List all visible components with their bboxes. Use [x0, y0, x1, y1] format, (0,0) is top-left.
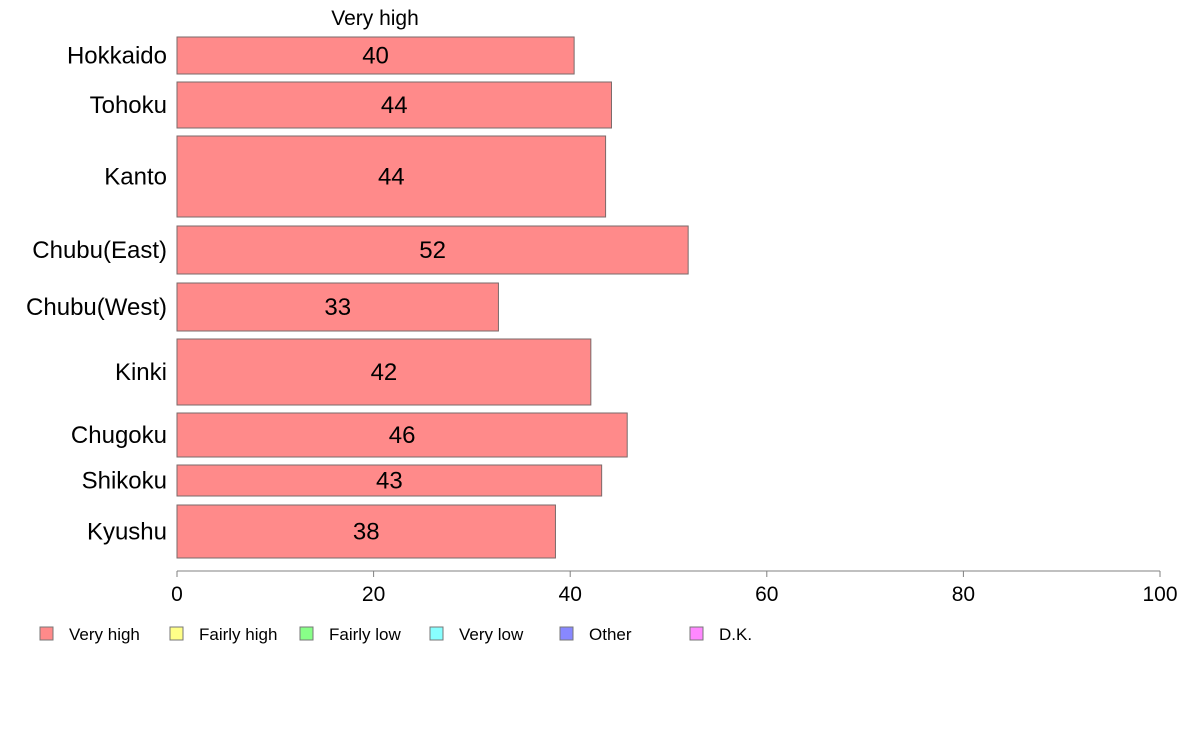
data-label-very-high-kyushu: 38	[353, 519, 380, 546]
x-tick-label: 60	[755, 583, 778, 606]
x-tick-label: 0	[171, 583, 183, 606]
legend-swatch-fairly-low	[299, 626, 314, 641]
legend-label-other: Other	[589, 625, 632, 644]
legend-swatch-fairly-high	[169, 626, 184, 641]
y-tick-label-shikoku: Shikoku	[82, 468, 167, 495]
x-tick-label: 40	[559, 583, 582, 606]
legend: Very high Fairly high Fairly low Very low Ot…	[39, 625, 752, 644]
x-axis: 0 20 40 60 80 100	[171, 570, 1178, 606]
data-label-very-high-chugoku: 46	[389, 422, 416, 449]
bars-group: Hokkaido 40 Tohoku 44 Kanto 44 Chubu(East) 52 Ch…	[26, 36, 689, 559]
y-tick-label-tohoku: Tohoku	[90, 92, 167, 119]
data-label-very-high-chubu-east: 52	[419, 237, 446, 264]
y-tick-label-kyushu: Kyushu	[87, 519, 167, 546]
y-tick-label-kanto: Kanto	[104, 164, 167, 191]
x-tick-label: 80	[952, 583, 975, 606]
data-label-very-high-tohoku: 44	[381, 92, 408, 119]
legend-swatch-very-low	[429, 626, 444, 641]
data-label-very-high-kinki: 42	[371, 359, 398, 386]
bar-very-high-kanto	[176, 135, 607, 218]
y-tick-label-chugoku: Chugoku	[71, 422, 167, 449]
legend-swatch-d-k	[689, 626, 704, 641]
bar-very-high-kyushu	[176, 504, 556, 559]
bar-very-high-chubu-east	[176, 225, 689, 275]
data-label-very-high-hokkaido: 40	[362, 43, 389, 70]
data-label-very-high-shikoku: 43	[376, 468, 403, 495]
legend-label-very-low: Very low	[459, 625, 524, 644]
bar-very-high-chubu-west	[176, 282, 499, 332]
legend-label-very-high: Very high	[69, 625, 140, 644]
bar-very-high-shikoku	[176, 464, 603, 497]
x-tick-label: 100	[1142, 583, 1177, 606]
legend-swatch-other	[559, 626, 574, 641]
legend-label-fairly-high: Fairly high	[199, 625, 277, 644]
x-tick-label: 20	[362, 583, 385, 606]
y-tick-label-hokkaido: Hokkaido	[67, 43, 167, 70]
y-tick-label-chubu-east: Chubu(East)	[32, 237, 167, 264]
legend-label-fairly-low: Fairly low	[329, 625, 402, 644]
bar-very-high-chugoku	[176, 412, 628, 458]
legend-label-d-k: D.K.	[719, 625, 752, 644]
bar-very-high-hokkaido	[176, 36, 575, 75]
chart-title: Very high	[331, 7, 419, 30]
bar-very-high-tohoku	[176, 81, 612, 129]
data-label-very-high-kanto: 44	[378, 164, 405, 191]
y-tick-label-chubu-west: Chubu(West)	[26, 294, 167, 321]
data-label-very-high-chubu-west: 33	[324, 294, 351, 321]
bar-very-high-kinki	[176, 338, 592, 406]
y-tick-label-kinki: Kinki	[115, 359, 167, 386]
legend-swatch-very-high	[39, 626, 54, 641]
